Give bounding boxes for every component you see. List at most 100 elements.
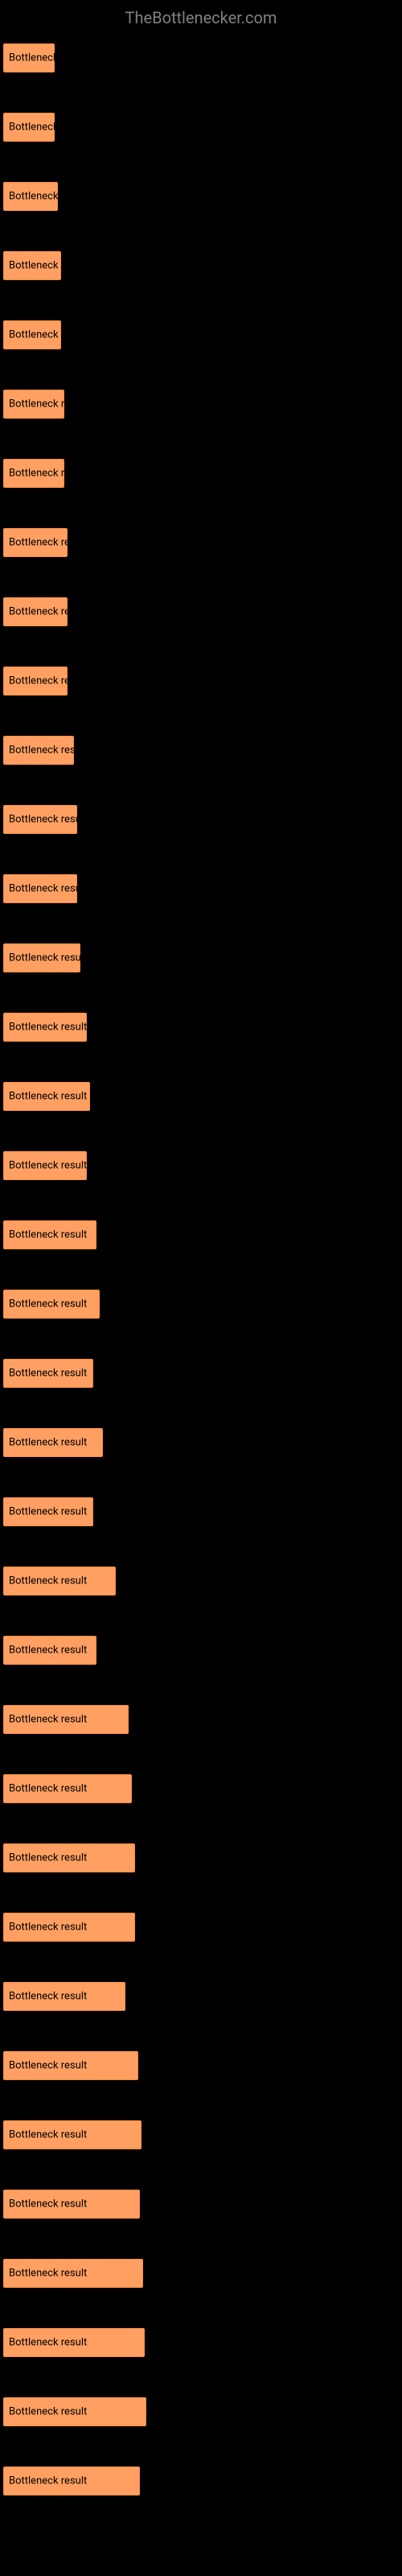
bar: Bottleneck result <box>3 2467 140 2496</box>
bar: Bottleneck result <box>3 1082 90 1111</box>
bar-row: Bottleneck result <box>3 43 399 72</box>
bar-row: Bottleneck result56.4% <box>3 2397 399 2426</box>
bar-row: Bottleneck result <box>3 597 399 626</box>
bar-row: Bottleneck result <box>3 251 399 280</box>
bar-value: 56.4% <box>150 2406 178 2418</box>
bar-row: Bottleneck result 54.7 <box>3 2190 399 2219</box>
bar-label: Bottleneck result <box>9 1368 87 1380</box>
bar-label: Bottleneck result <box>9 1922 87 1934</box>
bar-label: Bottleneck result <box>9 2198 87 2211</box>
bar: Bottleneck result <box>3 667 68 696</box>
bar-row: Bottleneck result 54.4 <box>3 2467 399 2496</box>
bar-label: Bottleneck result <box>9 606 87 618</box>
bar-row: Bottleneck result <box>3 1290 399 1319</box>
bar-row: Bottleneck result <box>3 736 399 765</box>
bar: Bottleneck result <box>3 1705 129 1734</box>
bar-label: Bottleneck result <box>9 537 87 549</box>
bar: Bottleneck result <box>3 1220 96 1249</box>
bar-label: Bottleneck result <box>9 2060 87 2072</box>
bar: Bottleneck result <box>3 1774 132 1803</box>
bar-row: Bottleneck result <box>3 459 399 488</box>
bar-row: Bottleneck result55.6% <box>3 2259 399 2288</box>
bar-value: 51. <box>135 1783 150 1795</box>
bar-label: Bottleneck result <box>9 1852 87 1864</box>
bar-row: Bottleneck result <box>3 1013 399 1042</box>
bar-row: Bottleneck result <box>3 1082 399 1111</box>
bar-row: Bottleneck result49 <box>3 1982 399 2011</box>
bar-label: Bottleneck result <box>9 675 87 687</box>
bar-label: Bottleneck result <box>9 1575 87 1587</box>
bar-label: Bottleneck result <box>9 1091 87 1103</box>
bar-label: Bottleneck result <box>9 1229 87 1241</box>
bar: Bottleneck result <box>3 1290 100 1319</box>
bar-value: 4 <box>119 1575 125 1587</box>
bar-value: 55.3% <box>145 2129 173 2141</box>
bar: Bottleneck result <box>3 805 77 834</box>
bar-row: Bottleneck result <box>3 1428 399 1457</box>
bar-label: Bottleneck result <box>9 2129 87 2141</box>
bar-row: Bottleneck result <box>3 1220 399 1249</box>
bar-row: Bottleneck result <box>3 390 399 419</box>
bar: Bottleneck result <box>3 1567 116 1596</box>
bar: Bottleneck result <box>3 251 61 280</box>
bar-value: 54.7 <box>143 2198 163 2211</box>
bar-row: Bottleneck result 55.9% <box>3 2328 399 2357</box>
bar: Bottleneck result <box>3 2259 143 2288</box>
bar: Bottleneck result <box>3 459 64 488</box>
bar: Bottleneck result <box>3 2120 142 2149</box>
bar-row: Bottleneck result50 <box>3 1705 399 1734</box>
bar-value: 54.4 <box>143 2475 163 2487</box>
bar-value: 53.6 <box>138 1852 158 1864</box>
bar-label: Bottleneck result <box>9 2337 87 2349</box>
bar: Bottleneck result <box>3 1151 87 1180</box>
bar-row: Bottleneck result 53.6 <box>3 1843 399 1872</box>
bar: Bottleneck result <box>3 182 58 211</box>
bar-row: Bottleneck result 52. <box>3 1913 399 1942</box>
bar-label: Bottleneck result <box>9 260 87 272</box>
bar: Bottleneck result <box>3 1013 87 1042</box>
bar-label: Bottleneck result <box>9 745 87 757</box>
bar-label: Bottleneck result <box>9 1991 87 2003</box>
bar: Bottleneck result <box>3 1843 135 1872</box>
bottleneck-chart: Bottleneck resultBottleneck resultBottle… <box>0 43 402 2568</box>
bar: Bottleneck result <box>3 1497 93 1526</box>
bar-label: Bottleneck result <box>9 122 87 134</box>
bar-row: Bottleneck result <box>3 1497 399 1526</box>
bar-label: Bottleneck result <box>9 398 87 411</box>
bar-row: Bottleneck result 55.3% <box>3 2120 399 2149</box>
bar-row: Bottleneck result53.5 <box>3 2051 399 2080</box>
bar-row: Bottleneck result <box>3 874 399 903</box>
bar-row: Bottleneck result 51. <box>3 1774 399 1803</box>
bar-label: Bottleneck result <box>9 1783 87 1795</box>
bar: Bottleneck result <box>3 1636 96 1665</box>
bar: Bottleneck result <box>3 736 74 765</box>
bar: Bottleneck result <box>3 43 55 72</box>
bar-row: Bottleneck result <box>3 320 399 349</box>
bar-value: 52. <box>138 1922 153 1934</box>
bar-row: Bottleneck result <box>3 805 399 834</box>
bar-label: Bottleneck result <box>9 1506 87 1518</box>
bar-label: Bottleneck result <box>9 1645 87 1657</box>
bar: Bottleneck result <box>3 320 61 349</box>
bar-row: Bottleneck result 4 <box>3 1567 399 1596</box>
bar-label: Bottleneck result <box>9 814 87 826</box>
bar: Bottleneck result <box>3 1913 135 1942</box>
bar: Bottleneck result <box>3 943 80 972</box>
bar: Bottleneck result <box>3 528 68 557</box>
bar-value: 55.9% <box>148 2337 176 2349</box>
bar-label: Bottleneck result <box>9 329 87 341</box>
bar-label: Bottleneck result <box>9 2268 87 2280</box>
bar: Bottleneck result <box>3 2051 138 2080</box>
bar-label: Bottleneck result <box>9 2475 87 2487</box>
bar-label: Bottleneck result <box>9 191 87 203</box>
bar: Bottleneck result <box>3 2328 145 2357</box>
bar: Bottleneck result <box>3 1428 103 1457</box>
bar-label: Bottleneck result <box>9 468 87 480</box>
bar-row: Bottleneck result <box>3 528 399 557</box>
bar: Bottleneck result <box>3 2190 140 2219</box>
bar: Bottleneck result <box>3 113 55 142</box>
site-logo-link[interactable]: TheBottlenecker.com <box>125 8 277 27</box>
bar-label: Bottleneck result <box>9 1160 87 1172</box>
bar-label: Bottleneck result <box>9 1298 87 1311</box>
bar-row: Bottleneck result <box>3 943 399 972</box>
